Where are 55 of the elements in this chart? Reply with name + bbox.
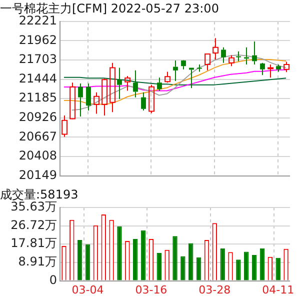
- candlestick: [86, 83, 91, 112]
- y-tick-label: 35.63万: [10, 200, 57, 214]
- x-tick-label: 03-04: [72, 283, 104, 296]
- bar: [172, 236, 178, 280]
- bar: [77, 240, 82, 280]
- bar: [276, 258, 280, 280]
- bar: [180, 256, 186, 280]
- candlestick: [268, 64, 274, 78]
- y-tick-label: 22221: [18, 14, 57, 28]
- y-tick-label: 20926: [18, 110, 57, 124]
- y-tick-label: 21444: [18, 71, 57, 86]
- candlestick: [252, 40, 257, 65]
- bar: [85, 244, 90, 280]
- y-tick-label: 0: [49, 272, 57, 287]
- bar: [117, 226, 122, 280]
- candlestick: [117, 67, 122, 100]
- x-tick-label: 04-11: [262, 283, 294, 296]
- y-tick-label: 20408: [18, 148, 57, 163]
- x-tick-label: 03-28: [198, 283, 231, 296]
- bar: [220, 248, 225, 280]
- bar: [156, 252, 162, 280]
- candlestick: [94, 92, 100, 114]
- bar: [140, 230, 146, 280]
- x-tick-label: 03-16: [135, 283, 168, 296]
- y-tick-label: 26.72万: [10, 218, 57, 232]
- bar: [260, 248, 265, 280]
- y-tick-label: 20149: [18, 168, 57, 182]
- candlestick: [212, 38, 218, 60]
- candlestick: [221, 46, 226, 64]
- candlestick: [124, 76, 130, 92]
- candlestick: [110, 62, 116, 113]
- candlestick: [141, 92, 146, 112]
- candlestick: [244, 46, 249, 65]
- bar: [236, 260, 241, 280]
- bar: [132, 238, 138, 280]
- y-tick-label: 21185: [18, 90, 57, 105]
- chart-title: 成交量:58193: [0, 187, 78, 202]
- candlestick: [181, 60, 186, 70]
- bar: [244, 252, 249, 280]
- bar: [196, 257, 202, 280]
- bar: [188, 243, 194, 280]
- candlestick: [133, 70, 138, 98]
- candlestick: [102, 78, 108, 116]
- candlestick: [78, 83, 83, 117]
- chart-title: 一号棉花主力[CFM] 2022-05-27 23:00: [0, 1, 219, 16]
- y-tick-label: 8.91万: [18, 254, 57, 269]
- y-tick-label: 21962: [18, 32, 57, 47]
- candlestick: [62, 114, 68, 138]
- candlestick: [157, 77, 162, 92]
- candlestick: [197, 64, 202, 72]
- y-tick-label: 20667: [18, 129, 57, 144]
- y-tick-label: 17.81万: [10, 236, 57, 250]
- candlestick: [236, 50, 241, 62]
- y-tick-label: 21703: [18, 52, 57, 66]
- candlestick: [173, 60, 178, 82]
